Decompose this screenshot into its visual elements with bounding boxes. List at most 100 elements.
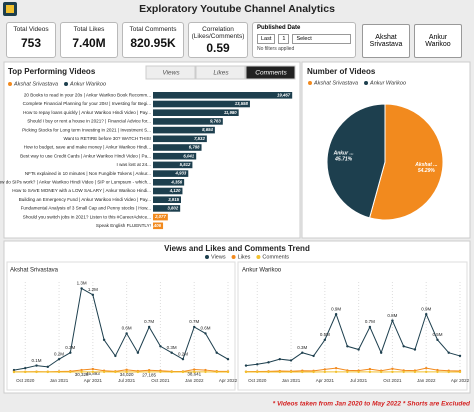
line-point [12, 370, 16, 374]
line-point [24, 370, 27, 374]
pie-slice [368, 103, 444, 221]
legend-swatch [205, 255, 209, 259]
line-point [147, 369, 151, 372]
legend-label: Akshat Srivastava [313, 80, 358, 86]
tab[interactable] [245, 65, 296, 80]
bar-value: 9,763 [210, 119, 221, 124]
line-point [334, 366, 338, 370]
line-point [312, 354, 315, 358]
x-tick-label: Oct 2020 [16, 378, 35, 383]
date-filter: Published Date Last 1 Select No filters … [252, 22, 356, 58]
bar-value: 4,120 [169, 188, 181, 193]
bar-label: Complete Financial Planning for your 20s… [23, 101, 151, 106]
line-point [91, 367, 95, 371]
line-point [91, 293, 95, 297]
line-point [379, 370, 383, 374]
line-point [425, 366, 428, 370]
line-point [102, 338, 106, 342]
line-point [323, 338, 327, 342]
legend-swatch [364, 81, 369, 85]
bar [153, 109, 239, 116]
line-point [391, 319, 394, 322]
line-point [436, 370, 439, 374]
kpi-value: 0.59 [206, 41, 230, 55]
line-point [458, 354, 462, 358]
line-point [402, 345, 405, 348]
line-point [215, 370, 218, 374]
line-point [312, 370, 315, 374]
bar-value: 3,915 [168, 197, 179, 202]
point-label: 0.7M [144, 319, 154, 324]
bar-label: I was lost at 24... [117, 162, 151, 167]
line-point [334, 312, 338, 316]
x-tick-label: Jan 2022 [417, 378, 436, 383]
line-point [226, 370, 230, 374]
bar [153, 118, 223, 125]
tab[interactable] [195, 65, 246, 80]
bar-label: Want to RETIRE before 30? WATCH THIS! [63, 136, 151, 141]
bar-label: How do SIPs work? | Ankur Warikoo Hindi … [0, 180, 151, 185]
bar-label: How to repay loans quickly | Ankur Warik… [23, 110, 151, 115]
line-point [436, 368, 439, 372]
filter-label: Published Date [257, 25, 301, 31]
x-tick-label: Jul 2021 [118, 378, 136, 383]
legend-label: Akshat Srivastava [13, 81, 58, 87]
point-label: 0.2M [178, 351, 188, 356]
bar [153, 100, 250, 108]
line-point [136, 351, 140, 354]
tab-label[interactable]: Likes [213, 70, 229, 77]
line-point [181, 357, 185, 361]
bar [153, 161, 193, 169]
line-point [346, 345, 349, 348]
line-point [379, 351, 383, 354]
bar [153, 213, 168, 221]
line-point [125, 332, 128, 335]
bar-value: 7,532 [194, 136, 205, 141]
kpi-card: Total Videos 753 [6, 22, 56, 58]
filter-row: Last 1 Select [257, 34, 351, 44]
period-select[interactable]: Last [257, 34, 276, 44]
line-point [204, 332, 207, 335]
line-point [204, 370, 207, 374]
chart-title: Top Performing Videos [8, 67, 96, 76]
unit-select[interactable]: Select [292, 34, 351, 44]
point-label: 0.6M [122, 326, 132, 331]
slice-label: Akshat ... [414, 162, 437, 168]
bar-label: Fundamental Analysis of 3 Small Cap and … [21, 206, 151, 211]
x-tick-label: Jan 2021 [50, 378, 69, 383]
legend-swatch [308, 81, 312, 85]
line-point [125, 370, 128, 374]
trend-title: Views and Likes and Comments Trend [164, 244, 310, 253]
bar-label: How to SAVE MONEY with a LOW SALARY | An… [12, 188, 151, 193]
point-label: 0.9M [421, 306, 431, 311]
line-point [35, 370, 38, 374]
x-tick-label: Apr 2022 [219, 378, 238, 383]
point-label: 0.3M [297, 345, 307, 350]
line-point [301, 351, 304, 354]
bar-value: 13,558 [235, 101, 249, 106]
tab-label[interactable]: Views [162, 70, 180, 77]
point-label: 0.5M [320, 332, 330, 337]
line-point [368, 370, 372, 374]
bar-value: 11,980 [224, 110, 237, 115]
panel [3, 61, 301, 239]
bar-label: How to budget, save and make money | Ank… [24, 145, 151, 150]
line-point [244, 370, 248, 374]
line-point [125, 368, 128, 372]
line-point [267, 370, 270, 374]
channel-button[interactable]: Ankur Warikoo [414, 24, 462, 58]
channel-button[interactable]: Akshat Srivastava [362, 24, 410, 58]
point-label: 27,185 [142, 372, 156, 377]
slice-value: 45.71% [334, 157, 353, 163]
line-point [46, 365, 49, 369]
line-point [368, 367, 372, 371]
bar [153, 92, 293, 99]
line-point [46, 370, 49, 374]
count-input[interactable]: 1 [278, 34, 290, 44]
tab-label[interactable]: Comments [255, 70, 287, 77]
point-label: 0.3M [65, 345, 75, 350]
line-point [425, 312, 428, 316]
line-point [69, 370, 72, 374]
tab[interactable] [145, 65, 196, 80]
